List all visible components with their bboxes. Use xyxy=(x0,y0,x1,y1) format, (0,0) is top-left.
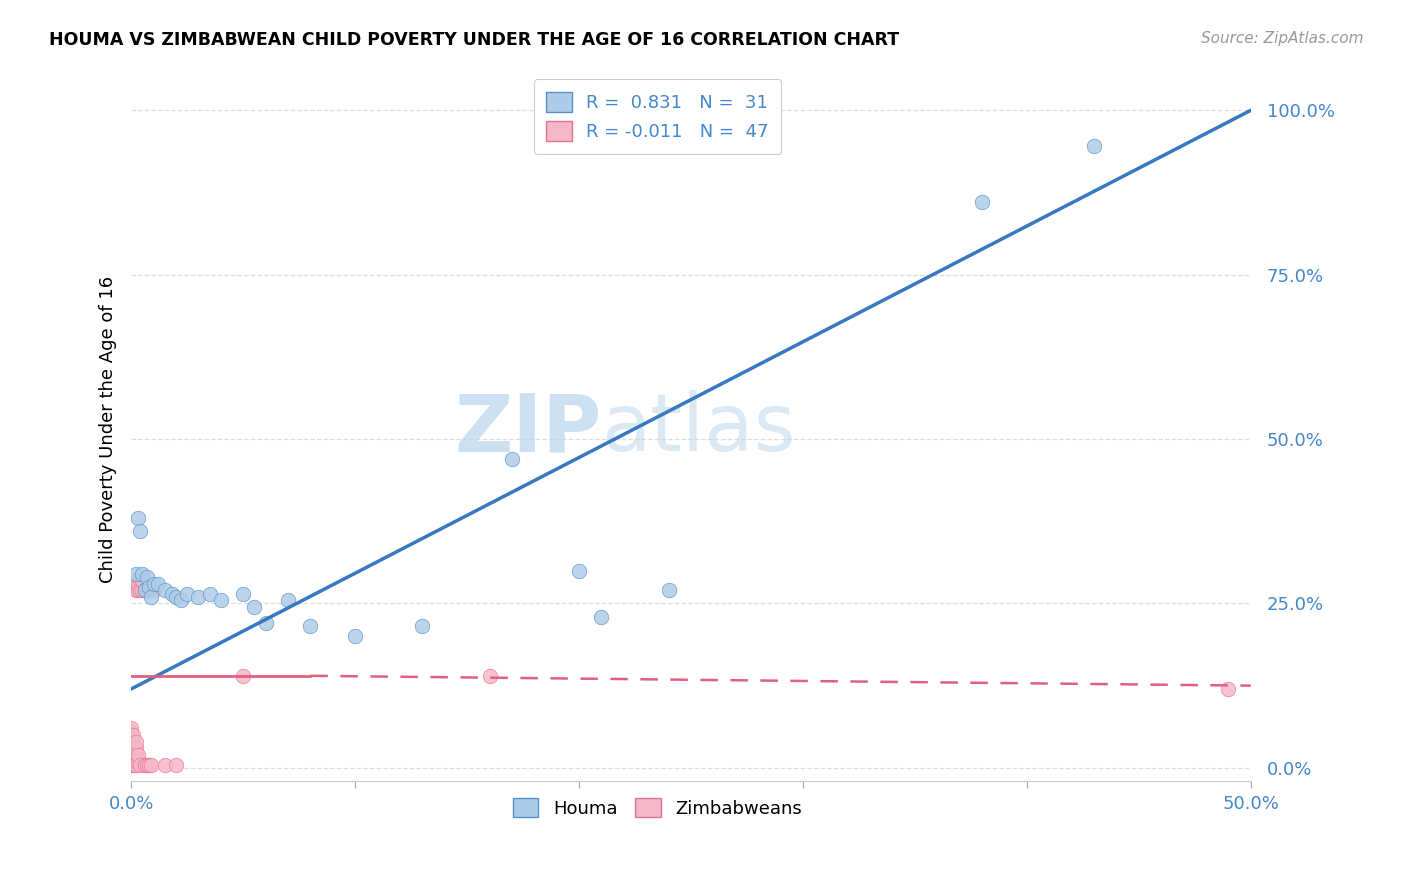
Point xyxy=(146,576,169,591)
Point xyxy=(122,728,145,742)
Point xyxy=(120,751,142,765)
Point xyxy=(568,564,591,578)
Point xyxy=(127,511,149,525)
Point xyxy=(135,757,157,772)
Point xyxy=(344,629,367,643)
Point xyxy=(232,586,254,600)
Point xyxy=(120,744,142,758)
Point xyxy=(142,583,165,598)
Point xyxy=(478,669,501,683)
Point xyxy=(299,619,322,633)
Point xyxy=(120,734,142,748)
Legend: Houma, Zimbabweans: Houma, Zimbabweans xyxy=(506,790,808,825)
Point xyxy=(141,590,163,604)
Point xyxy=(1083,139,1105,153)
Point xyxy=(972,195,994,210)
Point xyxy=(138,583,160,598)
Point xyxy=(187,590,209,604)
Point xyxy=(125,757,148,772)
Point xyxy=(125,566,148,581)
Point xyxy=(120,747,142,762)
Point xyxy=(129,757,152,772)
Point xyxy=(120,722,142,736)
Text: atlas: atlas xyxy=(602,390,796,468)
Point xyxy=(142,576,165,591)
Point xyxy=(122,734,145,748)
Point xyxy=(138,580,160,594)
Point xyxy=(153,583,176,598)
Point xyxy=(277,593,299,607)
Point xyxy=(127,747,149,762)
Point xyxy=(129,524,152,538)
Point xyxy=(243,599,266,614)
Point xyxy=(232,669,254,683)
Point xyxy=(176,586,198,600)
Point xyxy=(120,731,142,746)
Point xyxy=(165,757,187,772)
Point xyxy=(125,741,148,756)
Point xyxy=(153,757,176,772)
Point xyxy=(120,724,142,739)
Point xyxy=(120,728,142,742)
Point xyxy=(120,738,142,752)
Point xyxy=(411,619,433,633)
Point xyxy=(125,583,148,598)
Text: HOUMA VS ZIMBABWEAN CHILD POVERTY UNDER THE AGE OF 16 CORRELATION CHART: HOUMA VS ZIMBABWEAN CHILD POVERTY UNDER … xyxy=(49,31,900,49)
Point xyxy=(125,574,148,588)
Point xyxy=(209,593,232,607)
Point xyxy=(160,586,183,600)
Point xyxy=(125,754,148,768)
Text: Source: ZipAtlas.com: Source: ZipAtlas.com xyxy=(1201,31,1364,46)
Point xyxy=(198,586,221,600)
Point xyxy=(135,583,157,598)
Point xyxy=(122,754,145,768)
Point xyxy=(1218,681,1240,696)
Point xyxy=(120,741,142,756)
Point xyxy=(165,590,187,604)
Point xyxy=(141,757,163,772)
Point xyxy=(254,616,277,631)
Point xyxy=(134,583,156,598)
Point xyxy=(138,757,160,772)
Point xyxy=(127,576,149,591)
Text: ZIP: ZIP xyxy=(454,390,602,468)
Point xyxy=(122,741,145,756)
Point xyxy=(135,570,157,584)
Point xyxy=(169,593,191,607)
Point xyxy=(120,754,142,768)
Point xyxy=(125,747,148,762)
Point xyxy=(658,583,681,598)
Point xyxy=(120,757,142,772)
Point xyxy=(129,583,152,598)
Point xyxy=(134,583,156,598)
Point xyxy=(127,583,149,598)
Point xyxy=(591,609,613,624)
Point xyxy=(122,757,145,772)
Point xyxy=(131,583,153,598)
Point xyxy=(125,734,148,748)
Point xyxy=(134,757,156,772)
Point xyxy=(131,574,153,588)
Point xyxy=(501,451,523,466)
Point xyxy=(127,754,149,768)
Point xyxy=(131,566,153,581)
Point xyxy=(129,574,152,588)
Point xyxy=(122,747,145,762)
Y-axis label: Child Poverty Under the Age of 16: Child Poverty Under the Age of 16 xyxy=(100,276,117,582)
